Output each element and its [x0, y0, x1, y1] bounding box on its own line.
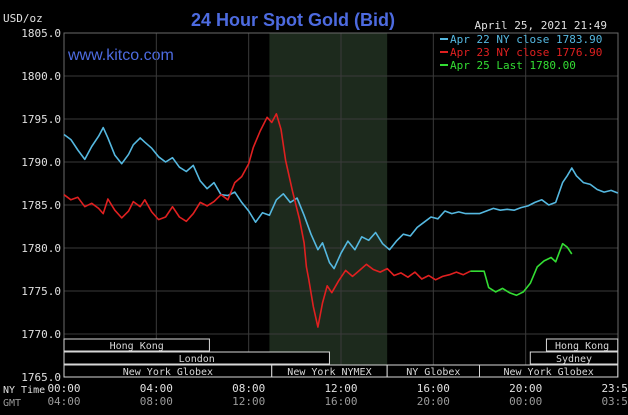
y-tick-label: 1765.0: [21, 371, 61, 384]
x-axis-label-gmt: GMT: [3, 398, 21, 409]
y-tick-label: 1800.0: [21, 70, 61, 83]
session-label: London: [179, 354, 215, 365]
y-axis-label: USD/oz: [3, 12, 43, 25]
session-label: Hong Kong: [110, 341, 164, 352]
session-label: Hong Kong: [555, 341, 609, 352]
session-bar: [479, 364, 619, 378]
y-tick-label: 1790.0: [21, 156, 61, 169]
x-tick-label-ny: 23:59: [601, 382, 628, 395]
x-tick-label-ny: 12:00: [324, 382, 357, 395]
session-bar: [545, 338, 619, 352]
x-tick-label-gmt: 08:00: [140, 395, 173, 408]
session-label: Sydney: [556, 354, 592, 365]
y-tick-label: 1785.0: [21, 199, 61, 212]
series-line-2: [63, 113, 471, 328]
legend-entry: Apr 22 NY close 1783.90: [450, 33, 602, 46]
x-axis-label-ny: NY Time: [3, 385, 45, 396]
x-tick-label-gmt: 03:59: [601, 395, 628, 408]
session-label: New York NYMEX: [287, 367, 371, 378]
x-tick-label-ny: 08:00: [232, 382, 265, 395]
legend-entry: Apr 23 NY close 1776.90: [450, 46, 602, 59]
y-tick-label: 1775.0: [21, 285, 61, 298]
session-label: New York Globex: [503, 367, 593, 378]
chart-title: 24 Hour Spot Gold (Bid): [191, 10, 395, 30]
x-tick-label-ny: 20:00: [509, 382, 542, 395]
x-tick-label-gmt: 16:00: [324, 395, 357, 408]
x-tick-label-ny: 16:00: [417, 382, 450, 395]
session-label: NY Globex: [406, 367, 460, 378]
y-tick-label: 1770.0: [21, 328, 61, 341]
y-tick-label: 1805.0: [21, 27, 61, 40]
x-tick-label-ny: 04:00: [140, 382, 173, 395]
x-tick-label-gmt: 04:00: [47, 395, 80, 408]
session-bar: [63, 338, 210, 352]
website-label: www.kitco.com: [67, 47, 174, 64]
y-tick-label: 1780.0: [21, 242, 61, 255]
date-label: April 25, 2021 21:49: [475, 19, 607, 32]
x-tick-label-gmt: 12:00: [232, 395, 265, 408]
x-tick-label-gmt: 00:00: [509, 395, 542, 408]
x-tick-label-ny: 00:00: [47, 382, 80, 395]
x-tick-label-gmt: 20:00: [417, 395, 450, 408]
session-bar: [529, 351, 619, 365]
session-label: New York Globex: [123, 367, 213, 378]
series-line-1: [63, 126, 619, 270]
legend-entry: Apr 25 Last 1780.00: [450, 59, 576, 72]
y-tick-label: 1795.0: [21, 113, 61, 126]
session-bar: [63, 351, 330, 365]
series-line-3: [470, 242, 573, 297]
